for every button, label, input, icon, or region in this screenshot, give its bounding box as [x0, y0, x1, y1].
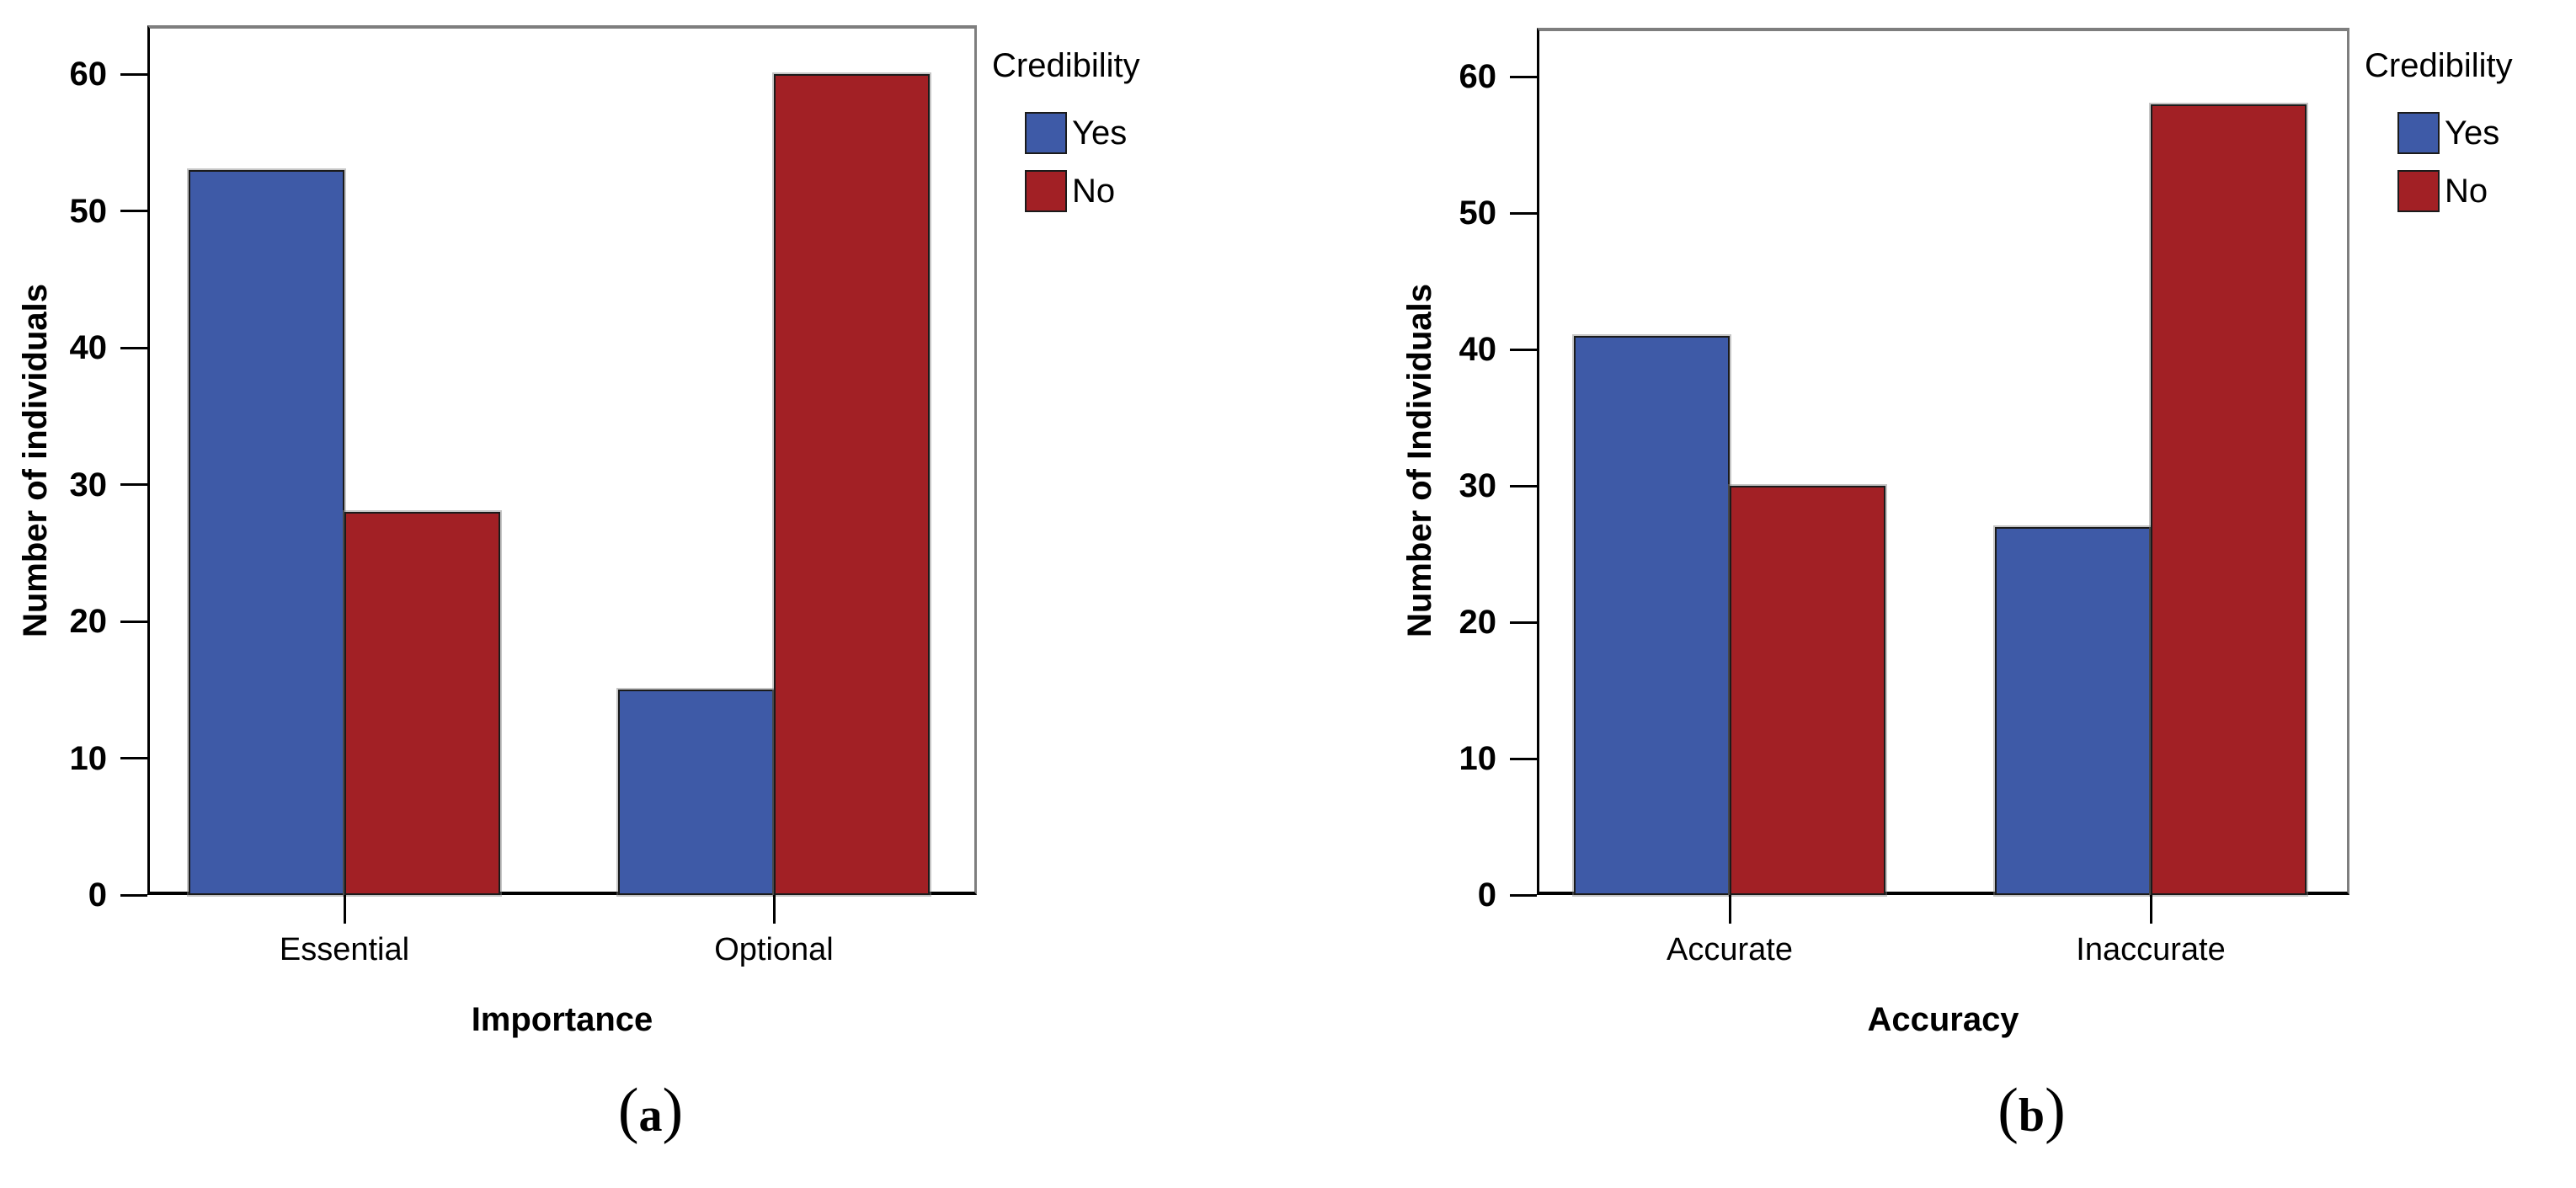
- y-tick: [120, 483, 147, 487]
- plot-frame: [1537, 28, 2349, 895]
- y-tick: [1510, 75, 1537, 78]
- legend-swatch-yes: [2397, 112, 2440, 154]
- plot-frame: [147, 25, 977, 895]
- y-tick-label: 40: [1459, 331, 1497, 369]
- y-tick: [1510, 621, 1537, 624]
- bar-yes-optional: [618, 690, 774, 895]
- caption-letter: b: [2018, 1089, 2045, 1142]
- y-tick-label: 0: [1477, 876, 1496, 914]
- category-label: Accurate: [1667, 932, 1793, 967]
- y-tick-label: 10: [69, 739, 108, 777]
- y-tick-label: 60: [69, 56, 108, 93]
- x-tick: [343, 895, 346, 924]
- y-tick: [1510, 348, 1537, 351]
- category-label: Essential: [279, 932, 410, 967]
- caption-paren: (: [1997, 1076, 2019, 1145]
- y-axis-title: Number of individuals: [17, 283, 54, 638]
- bar-yes-accurate: [1574, 336, 1730, 895]
- category-label: Optional: [714, 932, 834, 967]
- y-tick-label: 40: [69, 329, 108, 367]
- caption-paren: (: [617, 1076, 639, 1145]
- caption-paren: ): [2045, 1076, 2066, 1145]
- y-tick-label: 0: [88, 876, 107, 914]
- legend-label-yes: Yes: [1072, 115, 1128, 152]
- y-tick: [120, 72, 147, 76]
- bar-no-optional: [774, 74, 930, 895]
- y-tick: [120, 893, 147, 897]
- y-tick: [1510, 484, 1537, 487]
- legend-swatch-no: [1025, 170, 1067, 212]
- caption-letter: a: [638, 1089, 663, 1142]
- bar-no-essential: [344, 512, 500, 895]
- y-tick-label: 30: [69, 466, 108, 503]
- y-tick: [120, 210, 147, 213]
- y-tick-label: 20: [1459, 604, 1497, 642]
- bar-no-inaccurate: [2151, 104, 2307, 895]
- y-tick: [120, 346, 147, 349]
- y-axis-title: Number of Individuals: [1401, 283, 1438, 638]
- y-tick: [1510, 757, 1537, 760]
- y-tick: [120, 757, 147, 760]
- legend-label-no: No: [1072, 173, 1116, 210]
- y-tick-label: 30: [1459, 467, 1497, 505]
- y-tick-label: 50: [1459, 194, 1497, 232]
- y-tick-label: 20: [69, 603, 108, 641]
- y-tick-label: 10: [1459, 740, 1497, 778]
- bar-yes-inaccurate: [1995, 526, 2151, 895]
- category-label: Inaccurate: [2076, 932, 2226, 967]
- x-axis-title: Importance: [471, 1001, 653, 1038]
- y-tick-label: 60: [1459, 58, 1497, 96]
- x-tick: [772, 895, 776, 924]
- legend-swatch-yes: [1025, 112, 1067, 154]
- legend-title: Credibility: [992, 47, 1140, 84]
- y-tick-label: 50: [69, 192, 108, 230]
- legend-title: Credibility: [2365, 47, 2513, 84]
- bar-no-accurate: [1730, 486, 1885, 895]
- legend-label-no: No: [2445, 173, 2488, 210]
- x-tick: [2149, 895, 2152, 924]
- y-tick: [120, 620, 147, 623]
- legend-label-yes: Yes: [2445, 115, 2500, 152]
- panel-caption: (b): [1897, 1079, 2167, 1142]
- caption-paren: ): [662, 1076, 684, 1145]
- bar-yes-essential: [189, 170, 344, 895]
- y-tick: [1510, 211, 1537, 215]
- x-tick: [1728, 895, 1731, 924]
- panel-caption: (a): [516, 1079, 786, 1142]
- legend-swatch-no: [2397, 170, 2440, 212]
- y-tick: [1510, 893, 1537, 897]
- x-axis-title: Accuracy: [1867, 1001, 2019, 1038]
